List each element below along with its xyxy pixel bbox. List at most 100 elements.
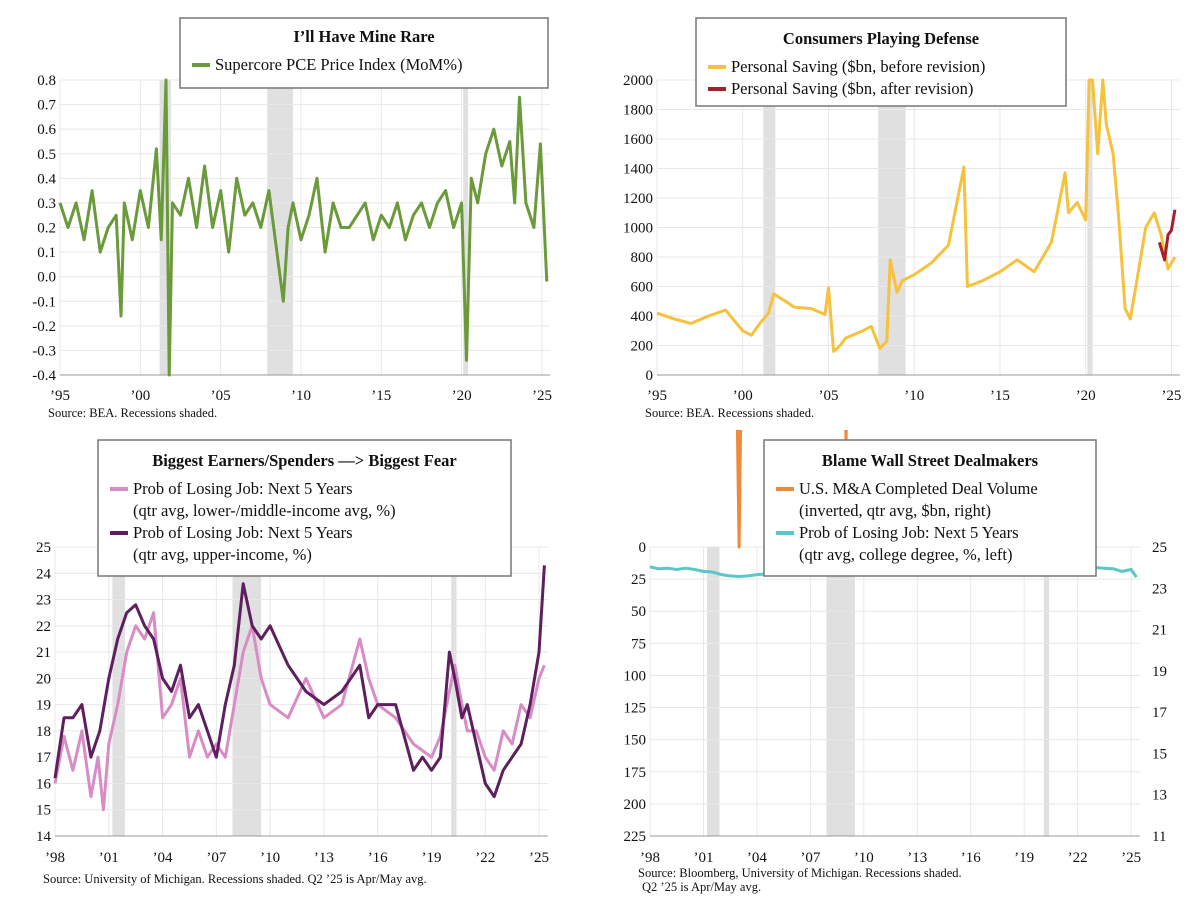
y-tick-label-right: 17 xyxy=(1152,705,1168,721)
y-tick-label: 0.5 xyxy=(37,147,56,163)
x-tick-label: ’25 xyxy=(1161,388,1181,404)
chart-source: Source: University of Michigan. Recessio… xyxy=(43,872,427,886)
x-tick-label: ’95 xyxy=(50,388,70,404)
y-tick-label: 75 xyxy=(631,636,646,652)
x-tick-label: ’05 xyxy=(211,388,231,404)
y-tick-label-right: 11 xyxy=(1152,829,1166,845)
x-tick-label: ’00 xyxy=(130,388,150,404)
chart-job-loss-income: 25 24 23 22 21 20 19 18 17 16 15 14 ’98 ’01 ’04 ’07 ’10 ’… xyxy=(36,439,549,886)
legend-sublabel: (qtr avg, upper-income, %) xyxy=(133,545,312,564)
chart-source: Source: BEA. Recessions shaded. xyxy=(645,406,814,420)
y-tick-label: 19 xyxy=(36,698,51,714)
legend-sublabel: (qtr avg, college degree, %, left) xyxy=(799,545,1012,564)
x-tick-label: ’00 xyxy=(733,388,753,404)
y-tick-label: 0 xyxy=(639,540,647,556)
y-tick-label: 1000 xyxy=(623,221,653,237)
y-tick-label-right: 25 xyxy=(1152,540,1167,556)
x-tick-label: ’04 xyxy=(747,850,767,866)
y-tick-label: 0 xyxy=(646,368,654,384)
recession-band xyxy=(451,547,457,836)
y-tick-label: 22 xyxy=(36,619,51,635)
chart-title: I’ll Have Mine Rare xyxy=(293,27,434,46)
y-tick-label: 1400 xyxy=(623,162,653,178)
series-line-0 xyxy=(656,78,1177,353)
recession-band xyxy=(826,547,855,836)
y-tick-label-right: 13 xyxy=(1152,788,1167,804)
legend-label: Personal Saving ($bn, before revision) xyxy=(731,57,985,76)
y-tick-label-right: 19 xyxy=(1152,664,1167,680)
legend-box xyxy=(763,439,1097,577)
y-tick-label: 200 xyxy=(624,797,647,813)
y-tick-label: 150 xyxy=(624,733,647,749)
legend-label: Supercore PCE Price Index (MoM%) xyxy=(215,55,462,74)
y-tick-label: 21 xyxy=(36,645,51,661)
y-tick-label: 1600 xyxy=(623,132,653,148)
y-tick-label: 800 xyxy=(631,250,654,266)
x-tick-label: ’20 xyxy=(452,388,472,404)
y-tick-label: -0.4 xyxy=(32,368,56,384)
y-tick-label: -0.3 xyxy=(32,343,56,359)
y-tick-label: 1200 xyxy=(623,191,653,207)
x-tick-label: ’10 xyxy=(904,388,924,404)
chart-source: Source: BEA. Recessions shaded. xyxy=(48,406,217,420)
series-line-0 xyxy=(58,78,549,377)
y-tick-label: 25 xyxy=(631,572,646,588)
x-tick-label: ’01 xyxy=(693,850,713,866)
x-tick-label: ’10 xyxy=(260,850,280,866)
y-tick-label: 23 xyxy=(36,593,51,609)
x-tick-label: ’25 xyxy=(1121,850,1141,866)
y-tick-label: 0.7 xyxy=(37,98,56,114)
y-tick-label: 225 xyxy=(624,829,647,845)
x-tick-label: ’15 xyxy=(990,388,1010,404)
x-tick-label: ’05 xyxy=(818,388,838,404)
legend-label: Personal Saving ($bn, after revision) xyxy=(731,79,973,98)
chart-personal-saving: 2000180016001400120010008006004002000’95… xyxy=(623,17,1181,420)
x-tick-label: ’25 xyxy=(529,850,549,866)
chart-source-line2: Q2 ’25 is Apr/May avg. xyxy=(642,880,761,894)
y-tick-label: 175 xyxy=(624,765,647,781)
x-tick-label: ’95 xyxy=(647,388,667,404)
chart-title: Consumers Playing Defense xyxy=(783,29,979,48)
y-tick-label: -0.2 xyxy=(32,319,56,335)
x-tick-label: ’22 xyxy=(475,850,495,866)
x-tick-label: ’13 xyxy=(314,850,334,866)
x-tick-label: ’07 xyxy=(206,850,226,866)
legend-sublabel: (inverted, qtr avg, $bn, right) xyxy=(799,501,991,520)
y-tick-label: 0.0 xyxy=(37,270,56,286)
x-tick-label: ’19 xyxy=(421,850,441,866)
legend-label: Prob of Losing Job: Next 5 Years xyxy=(133,479,353,498)
recession-band xyxy=(1043,547,1050,836)
y-tick-label: 0.8 xyxy=(37,73,56,89)
x-tick-label: ’22 xyxy=(1068,850,1088,866)
chart-title: Blame Wall Street Dealmakers xyxy=(822,451,1039,470)
legend-label: U.S. M&A Completed Deal Volume xyxy=(799,479,1038,498)
x-tick-label: ’98 xyxy=(640,850,660,866)
legend-box xyxy=(695,17,1067,107)
y-tick-label: -0.1 xyxy=(32,294,56,310)
y-tick-label: 25 xyxy=(36,540,51,556)
y-tick-label: 0.3 xyxy=(37,196,56,212)
y-tick-label: 18 xyxy=(36,724,51,740)
x-tick-label: ’98 xyxy=(45,850,65,866)
recession-band xyxy=(707,547,720,836)
y-tick-label: 200 xyxy=(631,339,654,355)
y-tick-label: 400 xyxy=(631,309,654,325)
series-line-1 xyxy=(53,565,546,799)
y-tick-label: 600 xyxy=(631,280,654,296)
x-tick-label: ’16 xyxy=(368,850,388,866)
y-tick-label: 100 xyxy=(624,668,647,684)
y-tick-label: 14 xyxy=(36,829,52,845)
legend-label: Prob of Losing Job: Next 5 Years xyxy=(133,523,353,542)
y-tick-label: 0.1 xyxy=(37,245,56,261)
y-tick-label: 1800 xyxy=(623,103,653,119)
x-tick-label: ’13 xyxy=(907,850,927,866)
x-tick-label: ’25 xyxy=(532,388,552,404)
y-tick-label: 0.2 xyxy=(37,221,56,237)
y-tick-label-right: 15 xyxy=(1152,746,1167,762)
y-tick-label: 50 xyxy=(631,604,646,620)
legend-sublabel: (qtr avg, lower-/middle-income avg, %) xyxy=(133,501,396,520)
chart-source: Source: Bloomberg, University of Michiga… xyxy=(638,866,962,880)
chart-mna-job-loss: 0 25 50 75 100 125 150 175 200 225 25 23 21 19 17 15 13 1… xyxy=(624,430,1168,894)
x-tick-label: ’01 xyxy=(99,850,119,866)
